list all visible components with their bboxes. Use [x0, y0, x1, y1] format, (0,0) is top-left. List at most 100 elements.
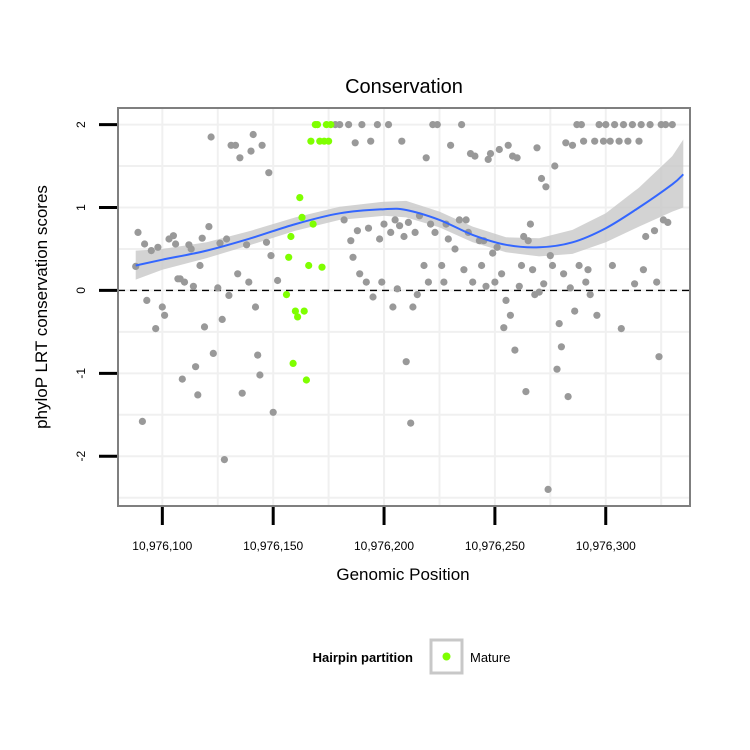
other-point — [515, 282, 523, 290]
other-point — [571, 307, 579, 315]
other-point — [132, 262, 140, 270]
mature-point — [302, 376, 310, 384]
other-point — [529, 266, 537, 274]
other-point — [234, 270, 242, 278]
y-tick-label: 1 — [74, 204, 88, 211]
other-point — [506, 311, 514, 319]
other-point — [628, 121, 637, 129]
x-axis-title: Genomic Position — [336, 565, 469, 584]
other-point — [274, 276, 282, 285]
other-point — [398, 137, 406, 145]
other-point — [225, 291, 233, 299]
other-point — [582, 278, 590, 286]
other-point — [349, 253, 357, 261]
other-point — [551, 162, 559, 170]
other-point — [178, 375, 186, 383]
other-point — [384, 121, 393, 129]
other-point — [560, 270, 568, 278]
legend-title: Hairpin partition — [313, 650, 413, 665]
other-point — [256, 371, 264, 379]
other-point — [524, 237, 532, 245]
y-tick-label: -1 — [74, 368, 88, 379]
other-point — [564, 393, 572, 401]
other-point — [396, 222, 404, 230]
other-point — [646, 121, 654, 129]
other-point — [595, 121, 603, 129]
other-point — [482, 282, 490, 290]
other-point — [147, 247, 155, 255]
other-point — [520, 232, 528, 241]
mature-point — [309, 220, 317, 228]
other-point — [502, 296, 510, 304]
other-point — [138, 417, 146, 425]
other-point — [353, 227, 361, 235]
other-point — [356, 270, 364, 278]
other-point — [433, 121, 441, 129]
other-point — [455, 216, 463, 224]
other-point — [269, 408, 277, 416]
other-point — [566, 284, 574, 292]
other-point — [548, 261, 557, 270]
other-point — [544, 485, 552, 493]
other-point — [653, 278, 661, 286]
other-point — [393, 285, 401, 293]
other-point — [562, 139, 570, 147]
mature-point — [300, 307, 308, 315]
other-point — [535, 288, 543, 296]
other-point — [207, 133, 215, 141]
other-point — [198, 234, 206, 242]
y-tick-label: 2 — [74, 121, 88, 128]
other-point — [533, 144, 541, 152]
other-point — [608, 261, 617, 270]
x-tick-label: 10,976,300 — [576, 539, 636, 553]
other-point — [180, 278, 189, 286]
mature-point — [291, 307, 299, 315]
other-point — [376, 235, 384, 243]
other-point — [478, 261, 486, 270]
other-point — [577, 121, 586, 129]
other-point — [635, 137, 643, 145]
other-point — [336, 121, 344, 129]
other-point — [447, 141, 455, 149]
other-point — [391, 216, 399, 224]
other-point — [431, 228, 439, 236]
other-point — [134, 228, 142, 236]
other-point — [369, 293, 377, 301]
other-point — [402, 358, 410, 366]
other-point — [249, 130, 257, 139]
other-point — [491, 278, 499, 286]
other-point — [422, 154, 430, 162]
other-point — [347, 237, 355, 245]
other-point — [378, 278, 386, 286]
mature-point — [325, 137, 333, 145]
other-point — [218, 315, 226, 323]
other-point — [351, 139, 359, 147]
other-point — [265, 169, 273, 177]
other-point — [546, 252, 554, 260]
other-point — [517, 261, 526, 270]
smooth-trend-line — [135, 173, 685, 267]
other-point — [340, 216, 348, 224]
other-point — [411, 228, 419, 236]
other-point — [584, 266, 592, 274]
other-point — [586, 291, 594, 299]
other-point — [143, 296, 151, 304]
other-point — [345, 121, 353, 129]
other-point — [504, 141, 512, 149]
other-point — [413, 291, 421, 299]
other-point — [192, 363, 200, 371]
other-point — [542, 183, 550, 191]
other-point — [189, 282, 197, 290]
other-point — [593, 311, 601, 319]
chart-title: Conservation — [345, 76, 463, 98]
other-point — [631, 280, 639, 288]
other-point — [209, 349, 217, 357]
panel-border — [117, 107, 691, 507]
other-point — [141, 240, 149, 248]
other-point — [617, 325, 625, 333]
mature-point — [318, 263, 326, 271]
other-point — [169, 232, 177, 240]
other-point — [511, 346, 519, 354]
other-point — [650, 227, 659, 235]
other-point — [200, 323, 209, 331]
